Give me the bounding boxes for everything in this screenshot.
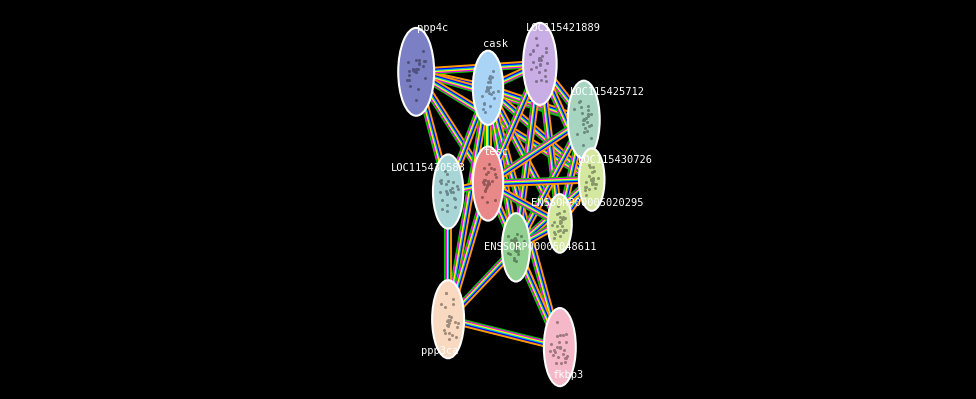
Ellipse shape — [544, 308, 576, 386]
Ellipse shape — [432, 280, 464, 358]
Ellipse shape — [398, 28, 434, 116]
Text: tesc: tesc — [483, 146, 508, 157]
Ellipse shape — [502, 213, 530, 282]
Text: fkbp3: fkbp3 — [552, 370, 584, 380]
Ellipse shape — [523, 23, 556, 105]
Ellipse shape — [568, 81, 599, 159]
Text: LOC115421889: LOC115421889 — [526, 23, 601, 33]
Text: ENSSORP00005020295: ENSSORP00005020295 — [532, 198, 644, 209]
Text: ppp4c: ppp4c — [417, 23, 448, 33]
Ellipse shape — [472, 146, 504, 221]
Text: cask: cask — [483, 39, 508, 49]
Ellipse shape — [472, 51, 504, 125]
Text: LOC115425712: LOC115425712 — [570, 87, 645, 97]
Ellipse shape — [433, 154, 464, 229]
Ellipse shape — [579, 148, 604, 211]
Text: ppp3ca: ppp3ca — [422, 346, 459, 356]
Ellipse shape — [548, 194, 572, 253]
Text: LOC115430726: LOC115430726 — [578, 154, 653, 165]
Text: LOC115430583: LOC115430583 — [390, 162, 466, 173]
Text: ENSSORP00005048611: ENSSORP00005048611 — [484, 242, 596, 253]
